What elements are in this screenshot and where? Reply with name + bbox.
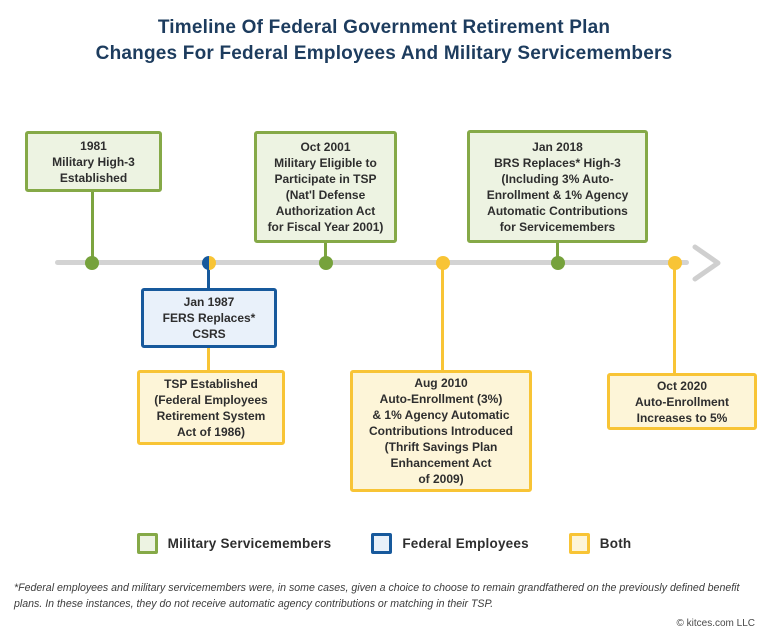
event-box-jan2018: Jan 2018 BRS Replaces* High-3 (Including… xyxy=(467,130,648,243)
legend-item-federal: Federal Employees xyxy=(371,533,529,554)
legend-swatch-federal-icon xyxy=(371,533,393,554)
timeline-dot-1981 xyxy=(85,256,99,270)
event-box-jan1987: Jan 1987 FERS Replaces* CSRS xyxy=(141,288,277,348)
legend-label-federal: Federal Employees xyxy=(402,536,529,551)
timeline-dot-oct2020 xyxy=(668,256,682,270)
connector-aug2010 xyxy=(441,263,444,371)
timeline-dot-oct2001 xyxy=(319,256,333,270)
legend-item-both: Both xyxy=(568,533,632,554)
legend-item-military: Military Servicemembers xyxy=(136,533,332,554)
legend-label-military: Military Servicemembers xyxy=(167,536,332,551)
connector-jan2018 xyxy=(556,243,559,262)
timeline-dot-aug2010 xyxy=(436,256,450,270)
event-box-aug2010: Aug 2010 Auto-Enrollment (3%) & 1% Agenc… xyxy=(350,370,532,492)
connector-jan1987 xyxy=(207,263,210,289)
connector-tsp-established xyxy=(207,348,210,371)
event-box-tsp-established: TSP Established (Federal Employees Retir… xyxy=(137,370,285,445)
copyright-label: © kitces.com LLC xyxy=(676,618,755,629)
page-title-line1: Timeline Of Federal Government Retiremen… xyxy=(157,17,611,38)
legend-label-both: Both xyxy=(599,536,632,551)
event-box-oct2020: Oct 2020 Auto-Enrollment Increases to 5% xyxy=(607,373,757,430)
timeline-arrow-icon xyxy=(692,244,721,282)
timeline-dot-jan2018 xyxy=(551,256,565,270)
event-box-1981: 1981 Military High-3 Established xyxy=(25,131,162,192)
legend-swatch-military-icon xyxy=(136,533,158,554)
page-title-line2: Changes For Federal Employees And Milita… xyxy=(95,43,673,64)
connector-oct2001 xyxy=(324,243,327,262)
connector-oct2020 xyxy=(673,263,676,374)
timeline-axis xyxy=(55,260,689,265)
event-box-oct2001: Oct 2001 Military Eligible to Participat… xyxy=(254,131,397,243)
page-title: Timeline Of Federal Government Retiremen… xyxy=(0,15,768,67)
legend: Military Servicemembers Federal Employee… xyxy=(0,533,768,554)
timeline-dot-jan1987-split xyxy=(202,256,216,270)
footnote: *Federal employees and military servicem… xyxy=(14,582,740,610)
legend-swatch-both-icon xyxy=(568,533,590,554)
connector-1981 xyxy=(91,192,94,262)
